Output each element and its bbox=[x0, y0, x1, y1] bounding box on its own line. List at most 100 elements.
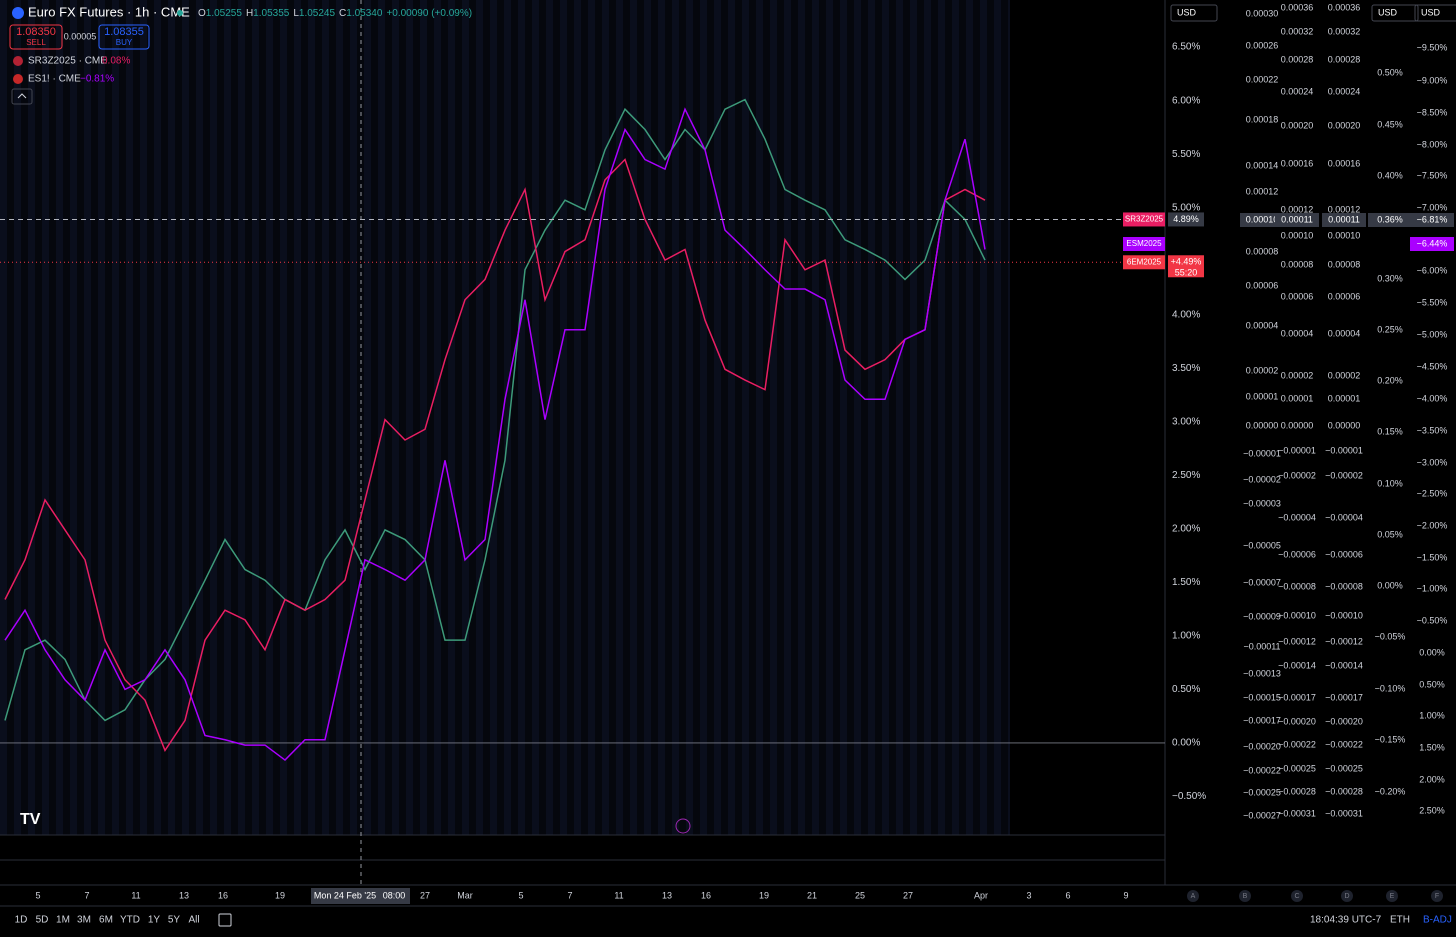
range-button[interactable]: 6M bbox=[99, 915, 113, 926]
y-tick-label: 5.50% bbox=[1172, 149, 1200, 160]
range-button[interactable]: 3M bbox=[77, 915, 91, 926]
buy-button[interactable] bbox=[98, 24, 150, 50]
axis-label: 0.00018 bbox=[1246, 114, 1279, 124]
axis-label: 0.00006 bbox=[1328, 291, 1361, 301]
range-button[interactable]: 5D bbox=[36, 915, 49, 926]
axis-label: −2.50% bbox=[1417, 488, 1448, 498]
status-dot bbox=[177, 10, 183, 16]
session[interactable]: ETH bbox=[1390, 915, 1410, 926]
collapse-button[interactable] bbox=[11, 88, 33, 105]
calendar-icon[interactable] bbox=[218, 913, 232, 927]
axis-label: 2.50% bbox=[1419, 805, 1445, 815]
axis-label: −0.00012 bbox=[1278, 636, 1316, 646]
axis-label: 0.00024 bbox=[1328, 86, 1361, 96]
axis-label: −0.00007 bbox=[1243, 577, 1281, 587]
axis-label: 0.00036 bbox=[1328, 2, 1361, 12]
axis-label: −4.50% bbox=[1417, 361, 1448, 371]
scale-toggle[interactable] bbox=[1341, 890, 1353, 902]
ohlc-key: O bbox=[198, 8, 206, 19]
crosshair-label bbox=[311, 888, 410, 904]
axis-label: −0.10% bbox=[1375, 683, 1406, 693]
axis-label: −0.00027 bbox=[1243, 810, 1281, 820]
buy-label: BUY bbox=[116, 38, 133, 47]
scroll-button[interactable] bbox=[675, 818, 691, 834]
x-tick-label: 21 bbox=[807, 890, 817, 900]
range-button[interactable]: 1M bbox=[56, 915, 70, 926]
sell-button[interactable] bbox=[9, 24, 63, 50]
axis-label: 0.00001 bbox=[1246, 391, 1279, 401]
axis-label: −0.00002 bbox=[1243, 474, 1281, 484]
axis-label: −0.00022 bbox=[1278, 739, 1316, 749]
axis-label: −0.00014 bbox=[1325, 660, 1363, 670]
axis-highlight bbox=[1240, 213, 1284, 227]
axis-highlight bbox=[1410, 213, 1454, 227]
currency-select[interactable] bbox=[1371, 4, 1419, 22]
axis-label: 0.00% bbox=[1377, 580, 1403, 590]
axis-label: 0.00012 bbox=[1246, 186, 1279, 196]
adjustment[interactable]: B-ADJ bbox=[1423, 915, 1452, 926]
axis-label: 1.00% bbox=[1419, 710, 1445, 720]
legend-change: −0.81% bbox=[80, 74, 114, 85]
axis-highlight bbox=[1322, 213, 1366, 227]
ohlc-change: +0.00090 (+0.09%) bbox=[386, 8, 472, 19]
scale-label: E bbox=[1390, 893, 1395, 900]
ohlc-key: L bbox=[293, 8, 299, 19]
axis-label: −4.00% bbox=[1417, 393, 1448, 403]
axis-label: −0.00020 bbox=[1278, 716, 1316, 726]
axis-label: −0.00014 bbox=[1278, 660, 1316, 670]
series-line bbox=[4, 158, 986, 753]
axis-label: −0.00001 bbox=[1278, 445, 1316, 455]
axis-label: 0.00% bbox=[1419, 647, 1445, 657]
tag-bg bbox=[1123, 255, 1165, 270]
range-button[interactable]: All bbox=[188, 915, 199, 926]
axis-highlight bbox=[1368, 213, 1412, 227]
currency-select[interactable] bbox=[1414, 4, 1456, 22]
axis-label: −0.00010 bbox=[1278, 610, 1316, 620]
axis-label: 0.00026 bbox=[1246, 40, 1279, 50]
y-tick-label: 0.50% bbox=[1172, 684, 1200, 695]
axis-label: −0.00015 bbox=[1243, 692, 1281, 702]
currency-select[interactable] bbox=[1170, 4, 1218, 22]
axis-label: 0.00028 bbox=[1281, 54, 1314, 64]
y-tick-label: 6.00% bbox=[1172, 95, 1200, 106]
range-button[interactable]: 5Y bbox=[168, 915, 181, 926]
axis-label: −0.00002 bbox=[1325, 470, 1363, 480]
axis-label: 0.10% bbox=[1377, 478, 1403, 488]
scale-toggle[interactable] bbox=[1291, 890, 1303, 902]
axis-label: −0.00006 bbox=[1325, 549, 1363, 559]
axis-label: −0.00005 bbox=[1243, 540, 1281, 550]
ohlc-value: 1.05245 bbox=[299, 8, 336, 19]
currency: USD bbox=[1378, 7, 1398, 17]
axis-label: −0.00006 bbox=[1278, 549, 1316, 559]
buy-price: 1.08355 bbox=[104, 26, 144, 38]
ohlc-key: H bbox=[246, 8, 253, 19]
scale-toggle[interactable] bbox=[1239, 890, 1251, 902]
ohlc: O1.05255 H1.05355 L1.05245 C1.05340 +0.00090… bbox=[198, 8, 472, 19]
axis-label: 0.00002 bbox=[1246, 365, 1279, 375]
logo: TV bbox=[20, 811, 41, 828]
scale-toggle[interactable] bbox=[1386, 890, 1398, 902]
range-button[interactable]: 1D bbox=[15, 915, 28, 926]
axis-label: 0.20% bbox=[1377, 375, 1403, 385]
axis-label: 0.00004 bbox=[1281, 328, 1314, 338]
tag-name: ESM2025 bbox=[1126, 239, 1162, 248]
axis-label: −0.00025 bbox=[1325, 763, 1363, 773]
axis-label: −8.50% bbox=[1417, 107, 1448, 117]
axis-label: −0.00009 bbox=[1243, 611, 1281, 621]
axis-label: −0.00031 bbox=[1325, 808, 1363, 818]
x-tick-label: 6 bbox=[1065, 890, 1070, 900]
axis-label: 0.00006 bbox=[1246, 280, 1279, 290]
axis-label: −0.00017 bbox=[1325, 692, 1363, 702]
axis-label: −0.00011 bbox=[1243, 641, 1280, 651]
axis-label: 0.00008 bbox=[1246, 246, 1279, 256]
range-button[interactable]: YTD bbox=[120, 915, 140, 926]
axis-label: 0.00016 bbox=[1281, 158, 1314, 168]
axis-label: 0.00010 bbox=[1246, 214, 1279, 224]
axis-label: −9.50% bbox=[1417, 42, 1448, 52]
axis-label: 0.36% bbox=[1377, 214, 1403, 224]
scale-toggle[interactable] bbox=[1431, 890, 1443, 902]
axis-label: 0.00011 bbox=[1328, 214, 1360, 224]
scale-toggle[interactable] bbox=[1187, 890, 1199, 902]
range-button[interactable]: 1Y bbox=[148, 915, 161, 926]
axis-label: −0.00001 bbox=[1243, 448, 1281, 458]
